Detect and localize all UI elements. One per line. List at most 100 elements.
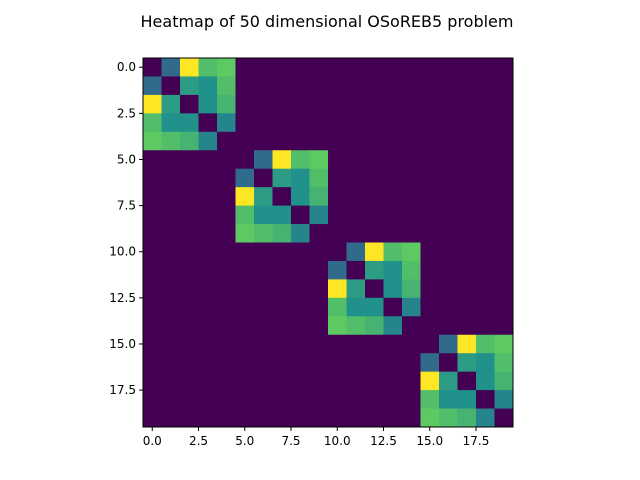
heatmap-cell — [272, 353, 292, 373]
heatmap-cell — [161, 242, 181, 262]
heatmap-cell — [420, 94, 440, 114]
heatmap-cell — [180, 279, 199, 299]
heatmap-cell — [365, 187, 384, 206]
heatmap-cell — [217, 94, 236, 114]
heatmap-cell — [309, 94, 329, 114]
heatmap-cell — [180, 371, 199, 391]
heatmap-cell — [328, 242, 347, 262]
y-tick-label: 0.0 — [117, 60, 136, 74]
heatmap-cell — [161, 390, 181, 409]
heatmap-cell — [383, 297, 403, 317]
heatmap-cell — [198, 279, 218, 299]
heatmap-cell — [494, 279, 514, 299]
heatmap-cell — [217, 242, 236, 262]
heatmap-cell — [217, 279, 236, 299]
heatmap-cell — [254, 371, 273, 391]
heatmap-cell — [365, 353, 384, 373]
heatmap-cell — [235, 113, 255, 133]
heatmap-cell — [476, 113, 495, 133]
heatmap-cell — [291, 224, 310, 243]
heatmap-cell — [383, 113, 403, 133]
heatmap-cell — [143, 113, 162, 133]
heatmap-cell — [309, 131, 329, 151]
heatmap-cell — [254, 297, 273, 317]
heatmap-cell — [217, 353, 236, 373]
heatmap-cell — [346, 297, 366, 317]
heatmap-cell — [494, 297, 514, 317]
heatmap-cell — [309, 390, 329, 409]
heatmap-cell — [291, 390, 310, 409]
heatmap-cell — [457, 205, 477, 225]
heatmap-cell — [346, 353, 366, 373]
heatmap-cell — [365, 297, 384, 317]
heatmap-cell — [439, 371, 458, 391]
heatmap-cell — [494, 316, 514, 336]
heatmap-cell — [272, 76, 292, 96]
heatmap-cell — [402, 353, 421, 373]
y-tick-label: 2.5 — [117, 106, 136, 120]
heatmap-cell — [476, 224, 495, 243]
heatmap-cell — [494, 131, 514, 151]
heatmap-cell — [198, 58, 218, 77]
x-tick-label: 7.5 — [281, 434, 300, 448]
heatmap-cell — [383, 205, 403, 225]
heatmap-cell — [383, 408, 403, 428]
heatmap-cell — [476, 76, 495, 96]
heatmap-cell — [365, 390, 384, 409]
heatmap-cell — [143, 168, 162, 188]
heatmap-cell — [291, 205, 310, 225]
heatmap-cell — [309, 58, 329, 77]
heatmap-cell — [309, 113, 329, 133]
heatmap-cell — [383, 390, 403, 409]
heatmap-cell — [180, 131, 199, 151]
heatmap-cell — [439, 94, 458, 114]
heatmap-cell — [457, 260, 477, 280]
heatmap-cell — [457, 94, 477, 114]
heatmap-cell — [402, 408, 421, 428]
y-tick-label: 5.0 — [117, 152, 136, 166]
heatmap-cell — [402, 113, 421, 133]
heatmap-cell — [161, 279, 181, 299]
heatmap-cell — [383, 168, 403, 188]
heatmap-cell — [494, 168, 514, 188]
heatmap-cell — [402, 58, 421, 77]
heatmap-cell — [291, 353, 310, 373]
heatmap-cell — [272, 187, 292, 206]
heatmap-cell — [328, 94, 347, 114]
heatmap-cell — [198, 408, 218, 428]
heatmap-cell — [309, 260, 329, 280]
heatmap-cell — [346, 205, 366, 225]
heatmap-cell — [402, 168, 421, 188]
heatmap-cell — [346, 316, 366, 336]
heatmap-cell — [420, 334, 440, 354]
heatmap-cell — [217, 168, 236, 188]
heatmap-cell — [235, 297, 255, 317]
heatmap-cell — [420, 279, 440, 299]
heatmap-cell — [494, 94, 514, 114]
heatmap-cell — [180, 94, 199, 114]
heatmap-cell — [309, 371, 329, 391]
heatmap-cell — [439, 205, 458, 225]
x-tick-label: 15.0 — [416, 434, 443, 448]
heatmap-cell — [439, 224, 458, 243]
heatmap-cell — [365, 371, 384, 391]
heatmap-cell — [161, 131, 181, 151]
heatmap-cell — [439, 279, 458, 299]
heatmap-cell — [272, 150, 292, 170]
heatmap-cell — [235, 353, 255, 373]
heatmap-cell — [476, 390, 495, 409]
heatmap-cell — [254, 187, 273, 206]
heatmap-cell — [346, 408, 366, 428]
heatmap-cell — [457, 371, 477, 391]
heatmap-cell — [346, 334, 366, 354]
heatmap-cell — [309, 168, 329, 188]
y-tick-label: 15.0 — [109, 337, 136, 351]
heatmap-cell — [420, 224, 440, 243]
heatmap-cell — [217, 76, 236, 96]
heatmap-cell — [420, 150, 440, 170]
heatmap-cell — [439, 353, 458, 373]
heatmap-cell — [180, 187, 199, 206]
heatmap-cell — [235, 260, 255, 280]
heatmap-cell — [457, 168, 477, 188]
heatmap-cell — [272, 242, 292, 262]
